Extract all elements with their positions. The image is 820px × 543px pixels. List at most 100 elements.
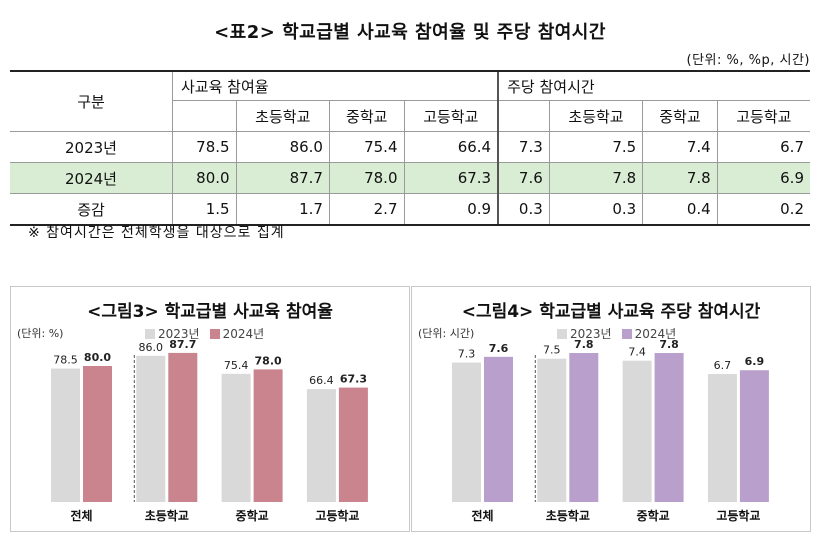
table-cell: 78.5 bbox=[172, 131, 237, 163]
chart-title: <그림3> 학교급별 사교육 참여율 bbox=[87, 302, 333, 322]
chart-title: <그림4> 학교급별 사교육 주당 참여시간 bbox=[461, 302, 761, 322]
row-label: 2023년 bbox=[10, 131, 173, 163]
table-cell: 1.7 bbox=[235, 193, 330, 226]
bar-2024 bbox=[484, 356, 513, 502]
table-cell: 7.5 bbox=[548, 131, 643, 163]
header-gubun: 구분 bbox=[10, 70, 173, 132]
table-cell: 0.2 bbox=[716, 193, 810, 226]
table-row: 2023년 78.5 86.0 75.4 66.4 7.3 7.5 7.4 6.… bbox=[10, 131, 810, 163]
data-label: 75.4 bbox=[224, 359, 249, 372]
bar-2023 bbox=[622, 360, 652, 502]
data-label: 67.3 bbox=[340, 373, 367, 386]
bar-2023 bbox=[306, 389, 336, 502]
chart-unit: (단위: %) bbox=[17, 327, 64, 340]
rate-bar-chart: 78.5 80.0 전체 86.0 87.7 초등학교 75.4 78.0 중학교 66.4 67.… bbox=[51, 338, 368, 523]
data-label: 7.8 bbox=[659, 338, 679, 351]
table-title: <표2> 학교급별 사교육 참여율 및 주당 참여시간 bbox=[214, 22, 606, 43]
bar-2023 bbox=[221, 373, 251, 502]
header-rate-elementary: 초등학교 bbox=[235, 100, 330, 132]
bar-2023 bbox=[707, 374, 737, 502]
table-row: 증감 1.5 1.7 2.7 0.9 0.3 0.3 0.4 0.2 bbox=[10, 193, 810, 226]
data-label: 7.5 bbox=[543, 344, 561, 357]
table-cell: 7.8 bbox=[642, 162, 718, 194]
bar-2024 bbox=[83, 366, 112, 502]
chart-unit: (단위: 시간) bbox=[418, 327, 475, 340]
table-cell: 7.6 bbox=[497, 162, 550, 194]
legend-item-2023: 2023년 bbox=[145, 325, 200, 342]
bar-2023 bbox=[136, 355, 166, 502]
legend-label: 2024년 bbox=[222, 327, 265, 341]
table-subheader-row: 초등학교 중학교 고등학교 초등학교 중학교 고등학교 bbox=[10, 100, 810, 132]
category-label: 중학교 bbox=[236, 508, 269, 523]
hours-bar-chart: 7.3 7.6 전체 7.5 7.8 초등학교 7.4 7.8 중학교 6.7 6.9 고등학교 bbox=[452, 338, 769, 523]
category-label: 초등학교 bbox=[546, 508, 590, 523]
table-header-row: 구분 사교육 참여율 주당 참여시간 bbox=[10, 70, 810, 132]
table-cell: 0.3 bbox=[548, 193, 643, 226]
category-label: 고등학교 bbox=[716, 508, 760, 523]
data-label: 78.0 bbox=[255, 354, 282, 367]
legend-swatch bbox=[209, 329, 220, 339]
row-label: 2024년 bbox=[10, 162, 173, 194]
row-label: 증감 bbox=[10, 193, 173, 226]
legend-swatch bbox=[145, 329, 155, 339]
data-label: 6.7 bbox=[714, 359, 732, 372]
legend-item-2024: 2024년 bbox=[209, 325, 265, 342]
table-cell: 80.0 bbox=[172, 162, 237, 194]
header-hours-total bbox=[497, 100, 550, 132]
data-label: 80.0 bbox=[84, 351, 111, 364]
table-cell: 7.8 bbox=[548, 162, 643, 194]
legend-item-2024: 2024년 bbox=[621, 325, 677, 342]
data-label: 87.7 bbox=[169, 338, 196, 351]
category-label: 고등학교 bbox=[315, 508, 359, 523]
bar-2024 bbox=[654, 353, 684, 502]
legend-label: 2023년 bbox=[158, 327, 200, 341]
table-cell: 7.4 bbox=[642, 131, 718, 163]
table-cell: 0.4 bbox=[642, 193, 718, 226]
data-label: 66.4 bbox=[309, 374, 334, 387]
header-hours-middle: 중학교 bbox=[642, 100, 718, 132]
table-cell: 0.3 bbox=[497, 193, 550, 226]
bar-2023 bbox=[537, 358, 567, 502]
table-cell: 7.3 bbox=[497, 131, 550, 163]
table-cell: 78.0 bbox=[328, 162, 404, 194]
bar-2024 bbox=[569, 353, 599, 502]
header-hours-group: 주당 참여시간 bbox=[497, 70, 810, 101]
bar-2024 bbox=[739, 370, 769, 502]
data-label: 7.4 bbox=[628, 346, 646, 359]
hours-chart-panel: <그림4> 학교급별 사교육 주당 참여시간 (단위: 시간) 2023년 20… bbox=[411, 286, 811, 532]
category-label: 중학교 bbox=[637, 508, 670, 523]
chart-legend: 2023년 2024년 bbox=[557, 325, 676, 342]
legend-swatch bbox=[557, 329, 567, 339]
table-cell: 86.0 bbox=[235, 131, 330, 163]
table-cell: 6.7 bbox=[716, 131, 810, 163]
stats-table: 구분 사교육 참여율 주당 참여시간 초등학교 중학교 고등학교 초등학교 중학… bbox=[10, 70, 810, 226]
category-label: 전체 bbox=[471, 508, 493, 523]
data-label: 78.5 bbox=[53, 354, 78, 367]
table-cell: 87.7 bbox=[235, 162, 330, 194]
bar-2023 bbox=[452, 362, 481, 502]
table-cell: 0.9 bbox=[403, 193, 499, 226]
data-label: 6.9 bbox=[745, 355, 765, 368]
table-unit: (단위: %, %p, 시간) bbox=[686, 53, 810, 68]
rate-chart-panel: <그림3> 학교급별 사교육 참여율 (단위: %) 2023년 2024년 7… bbox=[10, 286, 410, 532]
header-rate-group: 사교육 참여율 bbox=[172, 70, 499, 101]
data-label: 7.6 bbox=[489, 342, 509, 355]
bar-2024 bbox=[168, 352, 198, 502]
category-label: 초등학교 bbox=[145, 508, 189, 523]
bar-2024 bbox=[338, 387, 368, 502]
category-label: 전체 bbox=[70, 508, 92, 523]
data-label: 86.0 bbox=[139, 341, 164, 354]
header-rate-total bbox=[172, 100, 237, 132]
table-cell: 67.3 bbox=[403, 162, 499, 194]
bar-2024 bbox=[253, 369, 283, 502]
header-rate-middle: 중학교 bbox=[328, 100, 404, 132]
legend-label: 2024년 bbox=[634, 327, 677, 341]
legend-swatch bbox=[621, 329, 632, 339]
table-note: ※ 참여시간은 전체학생을 대상으로 집계 bbox=[28, 225, 285, 241]
table-cell: 6.9 bbox=[716, 162, 810, 194]
table-cell: 2.7 bbox=[328, 193, 404, 226]
table-row-highlighted: 2024년 80.0 87.7 78.0 67.3 7.6 7.8 7.8 6.… bbox=[10, 162, 810, 194]
table-cell: 1.5 bbox=[172, 193, 237, 226]
header-hours-elementary: 초등학교 bbox=[548, 100, 643, 132]
data-label: 7.8 bbox=[574, 338, 594, 351]
